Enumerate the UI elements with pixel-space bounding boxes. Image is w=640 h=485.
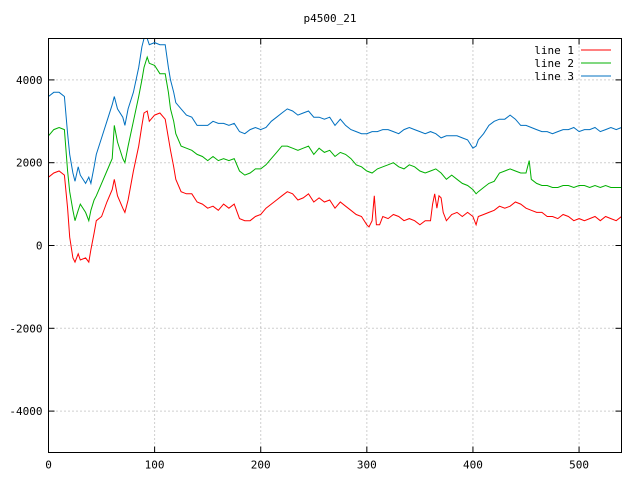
y-tick-label: 4000 [16,74,43,87]
x-tick-label: 400 [463,459,483,472]
y-tick-label: -4000 [9,405,42,418]
y-tick-label: 0 [36,240,43,253]
series-line-2 [48,55,622,223]
series-line-3 [48,38,622,186]
x-tick-label: 0 [45,459,52,472]
legend-label-1: line 1 [534,44,574,57]
x-tick-label: 500 [569,459,589,472]
y-tick-label: 2000 [16,157,43,170]
grid-layer [48,38,622,453]
y-tick-label: -2000 [9,322,42,335]
x-tick-label: 300 [357,459,377,472]
x-tick-label: 100 [145,459,165,472]
chart-title: p4500_21 [304,12,357,25]
x-tick-label: 200 [251,459,271,472]
series-line-1 [48,110,622,264]
series-layer [48,38,622,264]
legend-label-3: line 3 [534,70,574,83]
legend-label-2: line 2 [534,57,574,70]
tick-layer: 0 100 200 300 400 500 -4000 -2000 0 2000 4000 [9,38,622,472]
plot-frame [48,38,622,453]
